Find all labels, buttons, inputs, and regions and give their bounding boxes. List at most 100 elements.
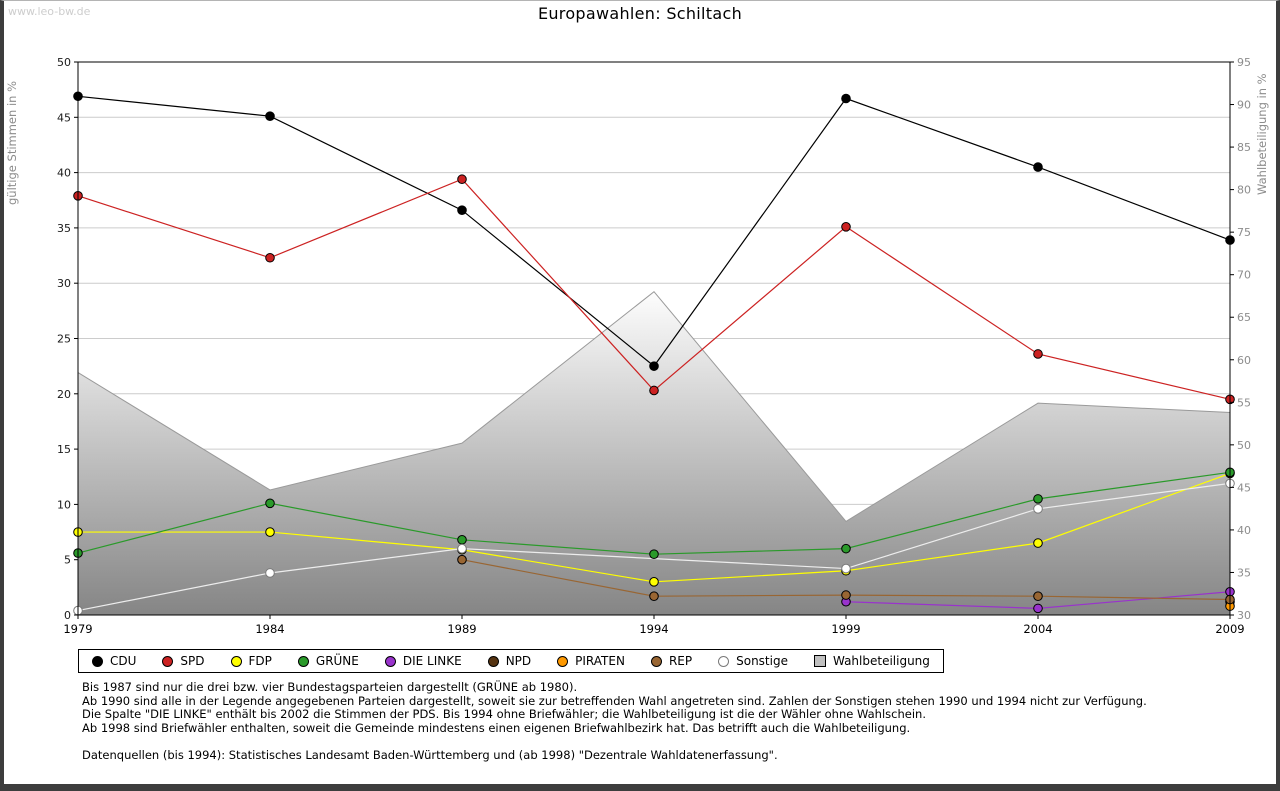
- left-tick-label: 35: [57, 222, 71, 235]
- legend-label: FDP: [248, 654, 272, 668]
- legend-dot-swatch: [297, 655, 309, 667]
- data-point: [1033, 504, 1043, 514]
- left-tick-label: 10: [57, 498, 71, 511]
- watermark: www.leo-bw.de: [8, 5, 91, 18]
- data-point: [841, 543, 851, 554]
- legend-label: CDU: [110, 654, 137, 668]
- series-markers-cdu: [73, 91, 1235, 371]
- legend-item-die-linke: DIE LINKE: [384, 654, 462, 668]
- legend-item-npd: NPD: [487, 654, 532, 668]
- legend-dot-swatch: [92, 655, 103, 667]
- year-label: 2009: [1215, 622, 1244, 636]
- right-tick-label: 65: [1237, 311, 1251, 324]
- legend-item-wahlbeteiligung: Wahlbeteiligung: [813, 654, 930, 668]
- left-tick-label: 5: [64, 554, 71, 567]
- left-tick-label: 25: [57, 333, 71, 346]
- legend-dot-swatch: [557, 655, 569, 667]
- footnote-line: Ab 1990 sind alle in der Legende angegeb…: [82, 693, 1147, 708]
- data-point: [649, 577, 659, 587]
- legend-item-sonstige: Sonstige: [718, 654, 788, 668]
- year-label: 2004: [1023, 622, 1052, 636]
- right-tick-label: 30: [1237, 609, 1251, 622]
- year-label: 1984: [255, 622, 284, 636]
- right-tick-label: 90: [1237, 99, 1251, 112]
- left-tick-label: 50: [57, 56, 71, 69]
- year-label: 1989: [447, 622, 476, 636]
- legend-item-spd: SPD: [162, 654, 205, 668]
- right-tick-label: 95: [1237, 56, 1251, 69]
- right-tick-label: 80: [1237, 184, 1251, 197]
- data-point: [841, 563, 851, 574]
- legend-dot-swatch: [650, 655, 662, 667]
- legend-dot-swatch: [384, 655, 396, 667]
- year-label: 1994: [639, 622, 668, 636]
- right-tick-label: 55: [1237, 396, 1251, 409]
- data-point: [1033, 603, 1043, 614]
- data-point: [457, 534, 467, 545]
- left-tick-label: 20: [57, 388, 71, 401]
- legend-square-swatch: [813, 655, 826, 667]
- year-label: 1979: [63, 622, 92, 636]
- data-point: [457, 554, 467, 565]
- year-label: 1999: [831, 622, 860, 636]
- data-point: [265, 527, 275, 537]
- data-point: [1033, 494, 1043, 504]
- data-point: [265, 252, 275, 263]
- legend-label: SPD: [180, 654, 205, 668]
- legend-item-rep: REP: [650, 654, 693, 668]
- election-line-chart: 0 5 10 15 20 25 30 35 40 45 50 30 35 40 45 50 55 60 65 70 75…: [5, 56, 1269, 636]
- left-axis-title: gültige Stimmen in %: [5, 81, 19, 205]
- data-point: [841, 93, 851, 104]
- left-tick-label: 40: [57, 167, 71, 180]
- left-tick-label: 30: [57, 277, 71, 290]
- data-point: [841, 590, 851, 600]
- footnote-line: Die Spalte "DIE LINKE" enthält bis 2002 …: [82, 707, 926, 721]
- footnote-line: Bis 1987 sind nur die drei bzw. vier Bun…: [82, 680, 578, 694]
- data-point: [649, 361, 659, 371]
- right-tick-label: 85: [1237, 141, 1251, 154]
- legend-label: Sonstige: [736, 654, 788, 668]
- series-area-wahlbeteiligung: [77, 291, 1231, 616]
- legend: CDU SPD FDP GRÜNE DIE LINKE NPD PIRATEN REP Sons…: [78, 649, 944, 673]
- right-tick-label: 35: [1237, 566, 1251, 579]
- right-tick-label: 60: [1237, 354, 1251, 367]
- footnote-line: [82, 735, 1147, 749]
- legend-item-fdp: FDP: [230, 654, 272, 668]
- data-point: [1033, 591, 1043, 601]
- right-tick-label: 70: [1237, 269, 1251, 282]
- data-point: [265, 568, 275, 578]
- data-point: [1033, 349, 1043, 359]
- left-axis: 0 5 10 15 20 25 30 35 40 45 50: [57, 56, 78, 622]
- right-tick-label: 40: [1237, 524, 1251, 537]
- data-point: [265, 498, 275, 509]
- data-point: [649, 591, 659, 601]
- legend-item-cdu: CDU: [92, 654, 136, 668]
- legend-dot-swatch: [162, 655, 174, 667]
- legend-label: REP: [668, 654, 693, 668]
- footnotes: Bis 1987 sind nur die drei bzw. vier Bun…: [82, 680, 1147, 762]
- legend-label: PIRATEN: [575, 654, 625, 668]
- right-axis-title: Wahlbeteiligung in %: [1255, 73, 1269, 195]
- right-tick-label: 45: [1237, 481, 1251, 494]
- data-point: [1033, 538, 1043, 548]
- legend-item-piraten: PIRATEN: [557, 654, 625, 668]
- legend-dot-swatch: [718, 655, 730, 667]
- footnote-source-line: Datenquellen (bis 1994): Statistisches L…: [82, 747, 778, 762]
- legend-label: NPD: [505, 654, 532, 668]
- data-point: [841, 221, 851, 232]
- legend-item-gr-ne: GRÜNE: [297, 654, 359, 668]
- legend-dot-swatch: [487, 655, 499, 667]
- legend-label: GRÜNE: [315, 654, 359, 668]
- right-axis: 30 35 40 45 50 55 60 65 70 75 80 85 90 95: [1230, 56, 1251, 622]
- legend-label: Wahlbeteiligung: [832, 654, 930, 668]
- data-point: [457, 543, 467, 554]
- legend-label: DIE LINKE: [402, 654, 462, 668]
- data-point: [457, 174, 467, 185]
- data-point: [265, 111, 275, 121]
- data-point: [649, 385, 659, 396]
- data-point: [649, 549, 659, 559]
- right-tick-label: 50: [1237, 439, 1251, 452]
- footnote-line: Ab 1998 sind Briefwähler enthalten, sowe…: [82, 720, 911, 735]
- left-tick-label: 45: [57, 111, 71, 124]
